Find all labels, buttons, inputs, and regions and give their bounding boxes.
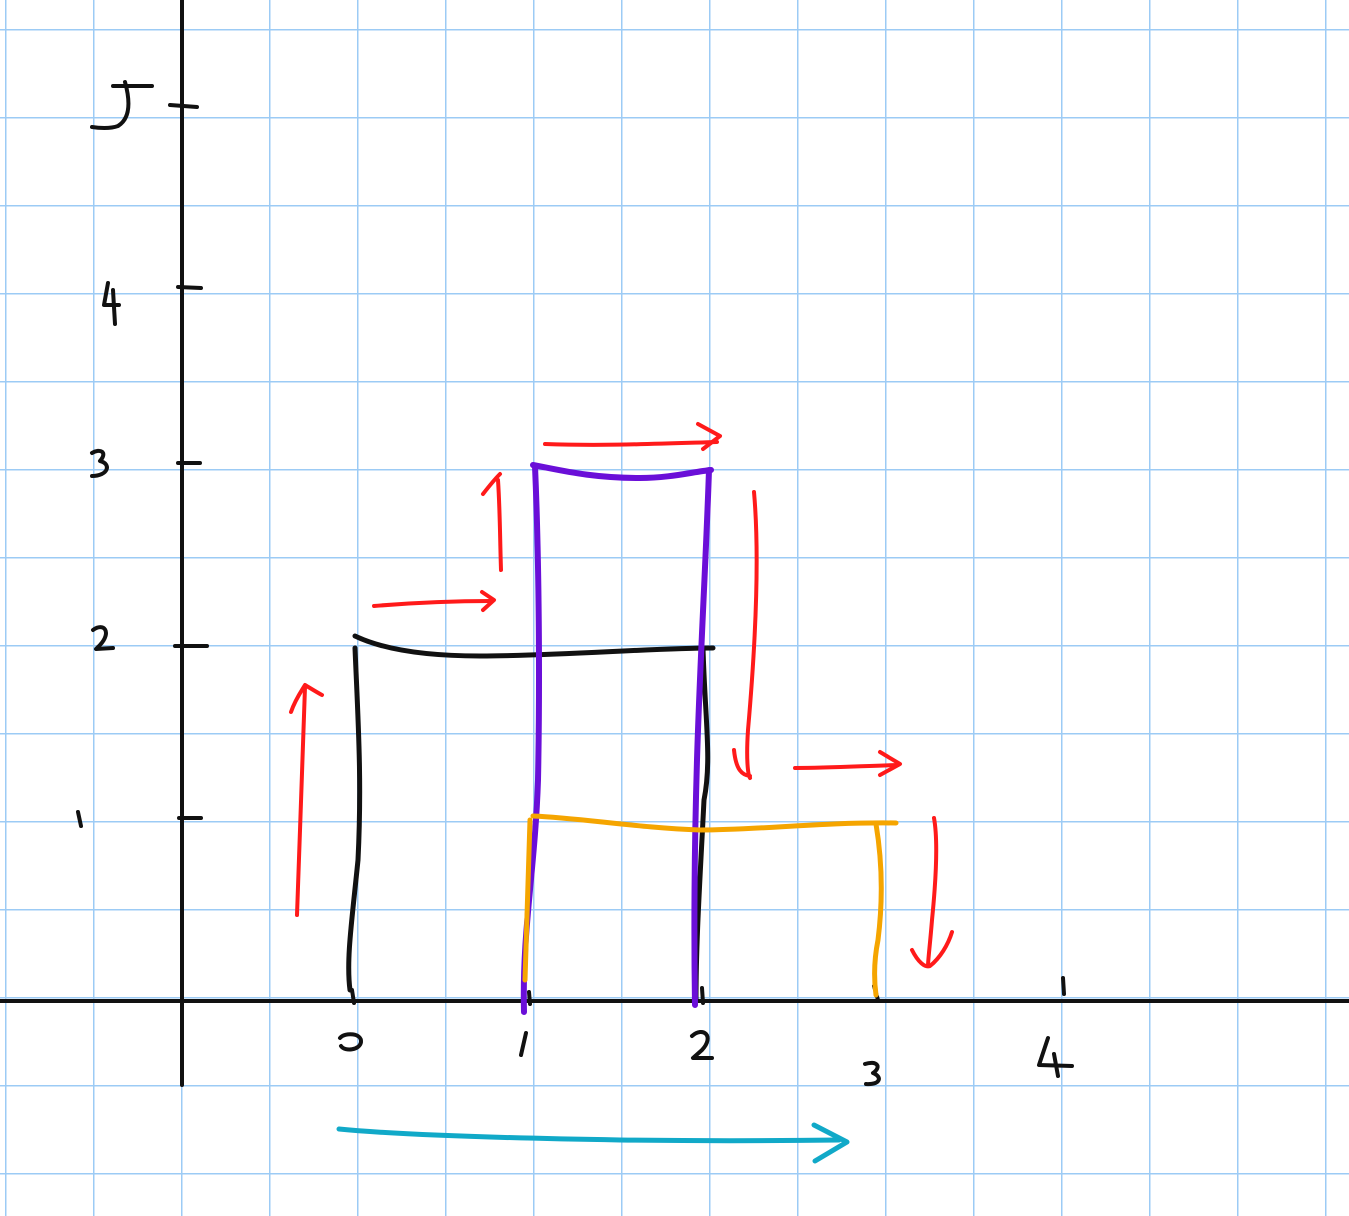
y-tick [168,103,199,109]
y-label-5 [90,80,154,130]
x-tick [350,988,356,1005]
arrow-down-right [732,490,759,780]
y-label-4 [102,281,121,326]
x-tick-labels [338,1030,1074,1087]
x-tick [1061,976,1066,996]
y-label-1 [76,810,83,828]
y-label-3 [90,448,109,478]
orange-rectangle [522,813,899,998]
arrow-right-low [372,590,496,612]
x-label-2 [690,1030,714,1060]
arrow-down-far [910,816,954,969]
y-tick-labels [76,80,154,828]
x-tick [527,990,532,1006]
y-label-2 [91,625,115,651]
arrow-right-top [543,422,722,451]
x-label-4 [1037,1036,1074,1078]
arrow-up-middle [481,472,503,572]
x-label-1 [519,1031,528,1057]
red-arrows [289,422,954,969]
cyan-arrow [336,1122,850,1164]
y-tick [176,285,203,290]
x-label-0 [338,1032,363,1052]
x-label-3 [863,1060,881,1087]
arrow-up-left [289,683,324,917]
x-tick [700,986,705,1005]
arrow-right-bottom [793,750,902,777]
